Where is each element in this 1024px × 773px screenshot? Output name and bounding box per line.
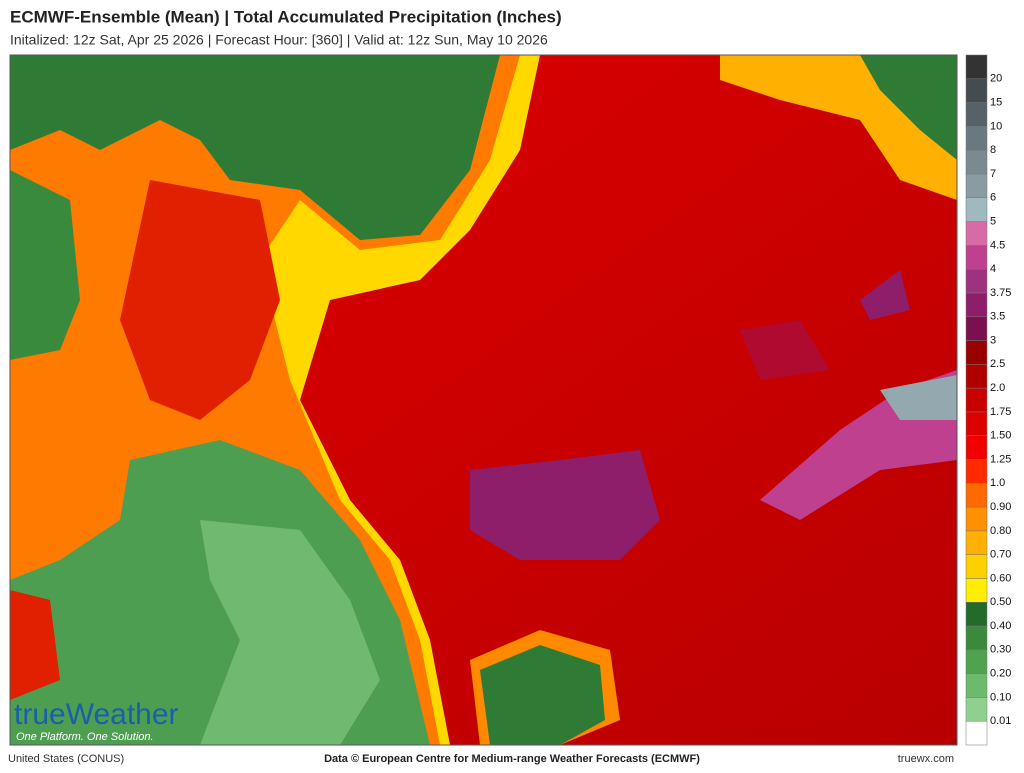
legend-label: 3.5 bbox=[990, 311, 1005, 323]
legend-swatch bbox=[965, 649, 988, 674]
map-frame bbox=[9, 54, 958, 746]
legend-label: 1.0 bbox=[990, 477, 1005, 489]
legend-label: 1.50 bbox=[990, 430, 1011, 442]
legend: 0.01 0.10 0.20 0.30 0.40 0.50 0.60 0.70 0.80 0.90… bbox=[965, 54, 1011, 746]
legend-swatch bbox=[965, 483, 988, 508]
legend-label: 0.01 bbox=[990, 715, 1011, 727]
legend-label: 3 bbox=[990, 334, 996, 346]
legend-label: 8 bbox=[990, 144, 996, 156]
legend-swatch bbox=[965, 126, 988, 151]
legend-swatch bbox=[965, 149, 988, 175]
title: ECMWF-Ensemble (Mean) | Total Accumulate… bbox=[10, 7, 562, 26]
legend-label: 1.25 bbox=[990, 453, 1011, 465]
legend-swatch bbox=[965, 173, 988, 199]
legend-swatch bbox=[965, 54, 988, 80]
legend-label: 0.50 bbox=[990, 596, 1011, 608]
legend-swatch bbox=[965, 435, 988, 460]
footer-region: United States (CONUS) bbox=[8, 753, 124, 765]
legend-label: 0.80 bbox=[990, 525, 1011, 537]
legend-swatch bbox=[965, 316, 988, 341]
legend-label: 4 bbox=[990, 263, 996, 275]
legend-swatch bbox=[965, 459, 988, 484]
footer-credit: Data © European Centre for Medium-range … bbox=[324, 753, 700, 765]
legend-label: 0.70 bbox=[990, 549, 1011, 561]
logo-name: trueWeather bbox=[14, 698, 179, 731]
footer-site: truewx.com bbox=[898, 753, 954, 765]
legend-label: 15 bbox=[990, 96, 1002, 108]
legend-label: 0.20 bbox=[990, 668, 1011, 680]
legend-swatch bbox=[965, 387, 988, 413]
legend-label: 10 bbox=[990, 120, 1002, 132]
legend-label: 3.75 bbox=[990, 287, 1011, 299]
logo: trueWeather One Platform. One Solution. bbox=[14, 698, 179, 743]
legend-swatch bbox=[965, 102, 988, 127]
legend-swatch bbox=[965, 78, 988, 103]
legend-swatch bbox=[965, 340, 988, 365]
legend-label: 2.5 bbox=[990, 358, 1005, 370]
legend-label: 7 bbox=[990, 168, 996, 180]
legend-label: 6 bbox=[990, 192, 996, 204]
legend-swatch bbox=[965, 697, 988, 722]
legend-swatch bbox=[965, 245, 988, 270]
subtitle: Initalized: 12z Sat, Apr 25 2026 | Forec… bbox=[10, 32, 548, 48]
legend-swatch bbox=[965, 720, 988, 746]
legend-swatch bbox=[965, 268, 988, 294]
legend-label: 0.90 bbox=[990, 501, 1011, 513]
legend-label: 0.40 bbox=[990, 620, 1011, 632]
legend-swatch bbox=[965, 292, 988, 317]
legend-swatch bbox=[965, 578, 988, 603]
legend-label: 0.10 bbox=[990, 691, 1011, 703]
precip-map bbox=[10, 55, 957, 745]
legend-swatch bbox=[965, 197, 988, 222]
legend-label: 5 bbox=[990, 215, 996, 227]
logo-tagline: One Platform. One Solution. bbox=[16, 731, 154, 743]
legend-swatch bbox=[965, 221, 988, 246]
legend-label: 20 bbox=[990, 73, 1002, 85]
legend-label: 4.5 bbox=[990, 239, 1005, 251]
legend-swatch bbox=[965, 364, 988, 389]
legend-label: 0.60 bbox=[990, 572, 1011, 584]
legend-label: 0.30 bbox=[990, 644, 1011, 656]
legend-swatch bbox=[965, 411, 988, 436]
legend-label: 1.75 bbox=[990, 406, 1011, 418]
legend-swatch bbox=[965, 673, 988, 698]
legend-swatch bbox=[965, 530, 988, 555]
legend-swatch bbox=[965, 554, 988, 579]
legend-label: 2.0 bbox=[990, 382, 1005, 394]
legend-swatch bbox=[965, 625, 988, 651]
legend-swatch bbox=[965, 506, 988, 532]
legend-swatch bbox=[965, 601, 988, 627]
